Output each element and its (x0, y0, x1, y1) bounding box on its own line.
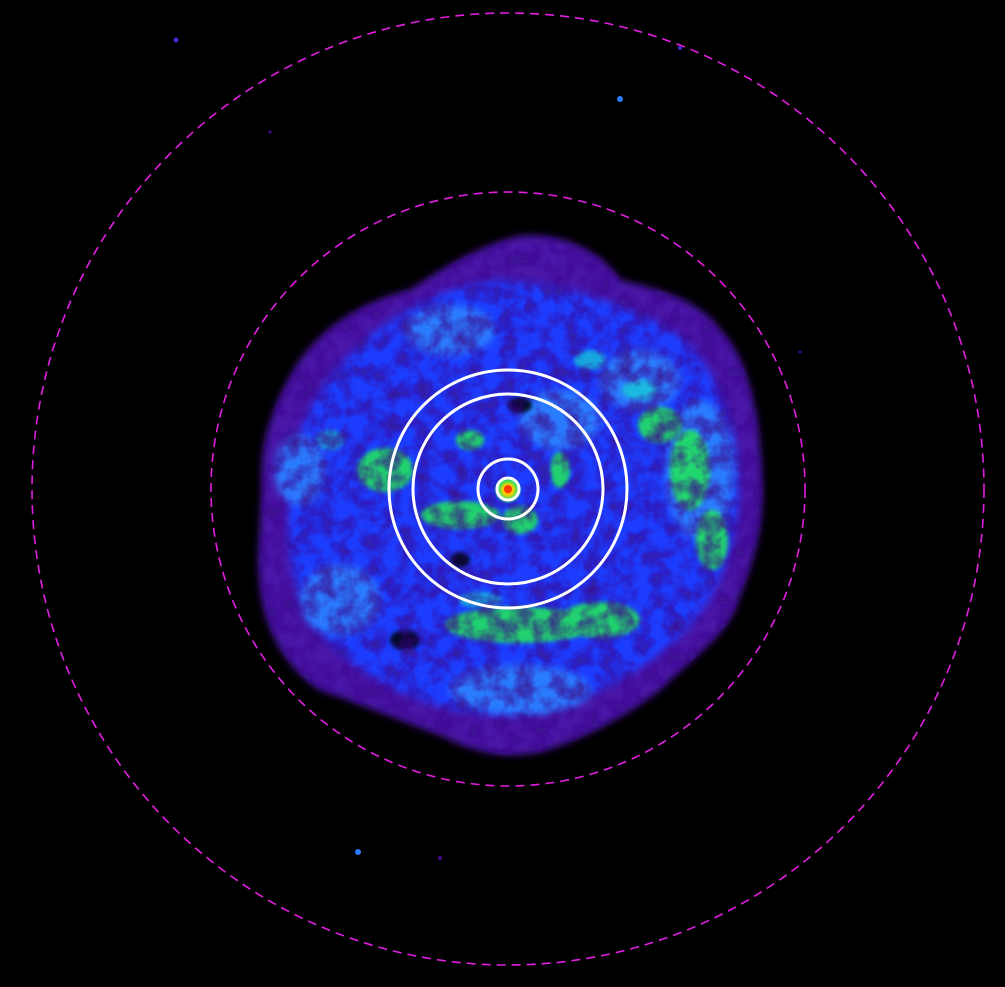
source-extraction-regions (387, 368, 629, 610)
background-point-sources (173, 37, 802, 860)
annulus-outer-circle (387, 368, 629, 610)
background-outer-circle (31, 12, 985, 966)
annulus-inner-circle-1 (476, 457, 540, 521)
background-region-annulus (31, 12, 985, 966)
source-circle (495, 476, 521, 502)
background-inner-circle (210, 191, 806, 787)
annulus-inner-circle-2 (411, 392, 605, 586)
